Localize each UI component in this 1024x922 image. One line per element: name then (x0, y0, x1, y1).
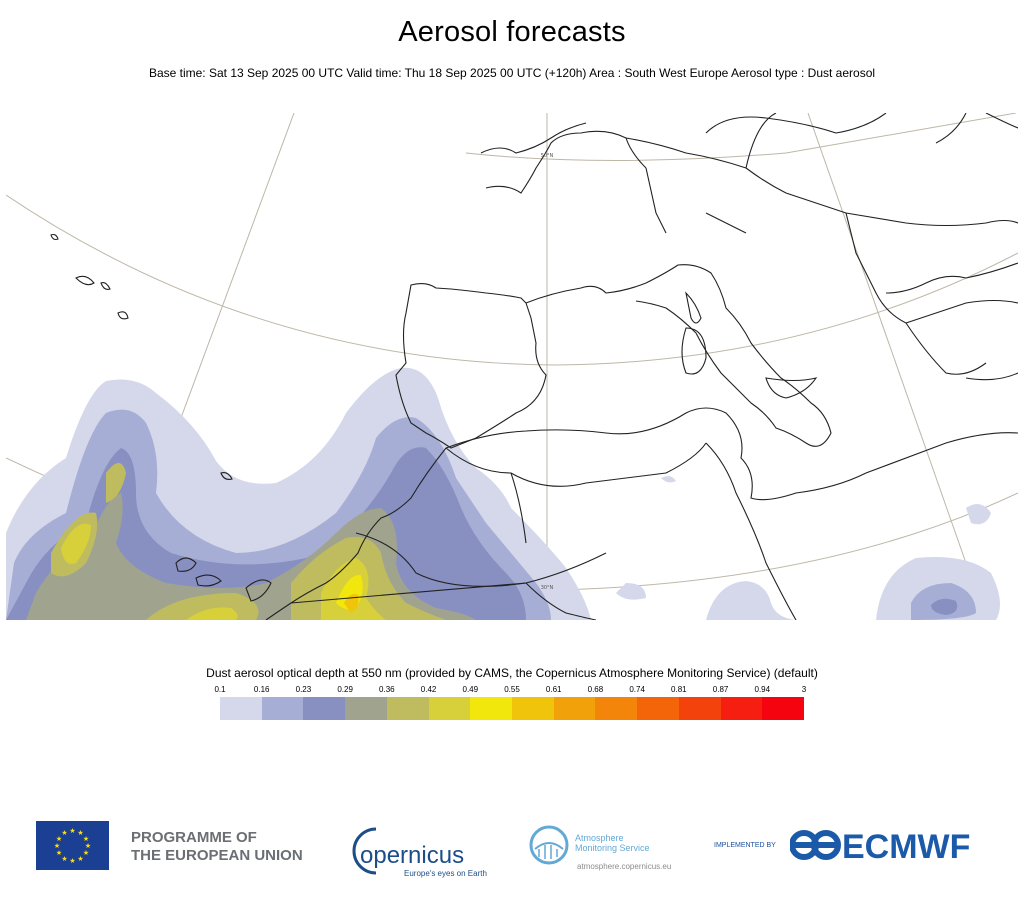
colorbar-swatch (720, 697, 763, 720)
colorbar-swatch (595, 697, 638, 720)
colorbar-swatch (470, 697, 513, 720)
dust-aerosol-map: 50°N 30°N (6, 113, 1018, 620)
svg-text:★: ★ (61, 855, 67, 863)
colorbar-ticks: 0.1 0.16 0.23 0.29 0.36 0.42 0.49 0.55 0.61 0.68 0… (214, 685, 807, 697)
ecmwf-logo: ECMWF (790, 828, 970, 865)
forecast-info: Base time: Sat 13 Sep 2025 00 UTC Valid … (148, 66, 876, 80)
colorbar-swatch (637, 697, 679, 720)
legend-title: Dust aerosol optical depth at 550 nm (pr… (206, 666, 818, 680)
colorbar-tick-label: 0.23 (295, 685, 312, 694)
footer-logos: ★ ★ ★ ★ ★ ★ ★ ★ ★ ★ ★ ★ PROGRAMME OF THE EUROPEA… (0, 815, 1024, 885)
eu-programme-text: PROGRAMME OF THE EUROPEAN UNION (131, 829, 303, 864)
coastlines (50, 113, 1018, 620)
svg-text:★: ★ (83, 849, 89, 857)
colorbar-swatch (386, 697, 429, 720)
colorbar-tick-label: 0.49 (462, 685, 479, 694)
svg-text:★: ★ (83, 835, 89, 843)
svg-text:★: ★ (56, 849, 62, 857)
eu-flag-icon: ★ ★ ★ ★ ★ ★ ★ ★ ★ ★ ★ ★ (36, 821, 109, 870)
globe-icon (529, 825, 569, 865)
colorbar-tick-label: 0.61 (545, 685, 562, 694)
cams-logo: Atmosphere Monitoring Service atmosphere… (527, 819, 677, 879)
colorbar-swatch (512, 697, 554, 720)
colorbar-tick-label: 3 (801, 685, 807, 694)
svg-text:★: ★ (85, 842, 91, 850)
svg-text:ECMWF: ECMWF (842, 828, 970, 865)
colorbar-tick-label: 0.16 (253, 685, 270, 694)
colorbar-swatch (553, 697, 596, 720)
colorbar-swatch (345, 697, 387, 720)
colorbar-tick-label: 0.55 (504, 685, 520, 694)
colorbar-swatch (762, 697, 805, 720)
colorbar-tick-label: 0.36 (379, 685, 395, 694)
svg-text:Europe's eyes on Earth: Europe's eyes on Earth (404, 869, 487, 878)
colorbar-tick-label: 0.94 (754, 685, 771, 694)
lat-label-50: 50°N (541, 153, 554, 159)
colorbar-tick-label: 0.74 (629, 685, 645, 694)
copernicus-logo: opernicus Europe's eyes on Earth (352, 827, 487, 878)
colorbar-tick-label: 0.1 (214, 685, 226, 694)
svg-text:★: ★ (69, 857, 75, 865)
colorbar-swatch (428, 697, 471, 720)
colorbar-swatch (261, 697, 304, 720)
svg-text:★: ★ (61, 829, 67, 837)
colorbar-tick-label: 0.81 (671, 685, 687, 694)
colorbar (220, 697, 805, 720)
svg-text:★: ★ (54, 842, 60, 850)
lat-label-30: 30°N (541, 585, 554, 591)
implemented-by-label: IMPLEMENTED BY (714, 842, 776, 849)
svg-text:★: ★ (56, 835, 62, 843)
svg-text:opernicus: opernicus (360, 842, 464, 869)
svg-text:★: ★ (77, 855, 83, 863)
dust-field (6, 367, 1000, 620)
colorbar-tick-label: 0.68 (587, 685, 604, 694)
svg-text:★: ★ (69, 827, 75, 835)
colorbar-tick-label: 0.42 (420, 685, 437, 694)
colorbar-swatch (303, 697, 346, 720)
colorbar-swatch (220, 697, 262, 720)
svg-text:★: ★ (77, 829, 83, 837)
page-title: Aerosol forecasts (398, 16, 626, 48)
colorbar-tick-label: 0.29 (337, 685, 353, 694)
colorbar-swatch (678, 697, 721, 720)
colorbar-tick-label: 0.87 (712, 685, 729, 694)
